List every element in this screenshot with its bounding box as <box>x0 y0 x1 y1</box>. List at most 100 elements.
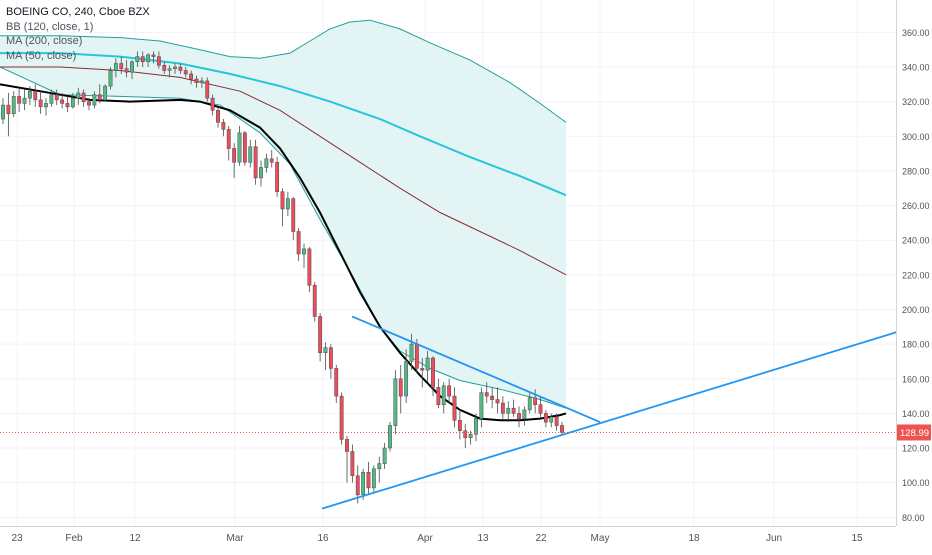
candle-body[interactable] <box>81 92 86 102</box>
candle-body[interactable] <box>495 399 500 404</box>
candle-body[interactable] <box>280 191 285 210</box>
candle-body[interactable] <box>167 68 172 71</box>
candle-body[interactable] <box>377 463 382 470</box>
candle-body[interactable] <box>312 284 317 317</box>
candle-body[interactable] <box>27 90 32 99</box>
candle-body[interactable] <box>302 248 306 255</box>
candle-body[interactable] <box>130 61 134 73</box>
candle-body[interactable] <box>76 92 81 99</box>
candle-body[interactable] <box>199 80 204 83</box>
descending-trendline[interactable] <box>351 315 601 423</box>
candle-body[interactable] <box>87 101 91 106</box>
candle-body[interactable] <box>226 129 231 149</box>
candle-body[interactable] <box>468 433 473 438</box>
candle-body[interactable] <box>388 425 392 449</box>
legend-ma200[interactable]: MA (200, close) <box>6 35 83 47</box>
candle-body[interactable] <box>194 78 199 83</box>
candle-body[interactable] <box>350 451 355 476</box>
candle-body[interactable] <box>92 94 97 106</box>
legend-symbol[interactable]: BOEING CO, 240, Cboe BZX <box>6 6 150 18</box>
candle-body[interactable] <box>124 68 129 73</box>
candle-body[interactable] <box>511 407 516 414</box>
candle-body[interactable] <box>11 96 16 114</box>
candle-body[interactable] <box>517 413 521 419</box>
candle-body[interactable] <box>253 146 258 179</box>
candle-body[interactable] <box>60 99 65 104</box>
candle-body[interactable] <box>371 468 376 489</box>
candle-body[interactable] <box>259 167 263 179</box>
candle-body[interactable] <box>162 65 167 71</box>
candle-body[interactable] <box>506 407 511 414</box>
candle-body[interactable] <box>484 392 489 397</box>
candle-body[interactable] <box>543 413 548 423</box>
candle-body[interactable] <box>216 110 220 123</box>
candle-body[interactable] <box>404 361 409 397</box>
candle-body[interactable] <box>140 56 145 63</box>
candle-body[interactable] <box>242 132 247 163</box>
candle-body[interactable] <box>334 368 339 397</box>
candle-body[interactable] <box>393 378 398 426</box>
candle-body[interactable] <box>361 472 366 496</box>
candle-body[interactable] <box>409 343 414 362</box>
candle-body[interactable] <box>237 132 242 163</box>
candle-body[interactable] <box>22 97 27 104</box>
candle-body[interactable] <box>44 103 48 108</box>
candle-body[interactable] <box>522 409 527 419</box>
candle-body[interactable] <box>151 54 156 57</box>
candle-body[interactable] <box>156 56 161 66</box>
candle-body[interactable] <box>436 387 441 405</box>
candle-body[interactable] <box>452 395 457 421</box>
candle-body[interactable] <box>183 70 188 75</box>
candle-body[interactable] <box>398 378 403 397</box>
legend-ma50[interactable]: MA (50, close) <box>6 49 77 62</box>
legend-bollinger[interactable]: BB (120, close, 1) <box>6 20 94 33</box>
candle-body[interactable] <box>425 357 430 371</box>
candle-body[interactable] <box>414 343 419 369</box>
candle-body[interactable] <box>6 104 11 115</box>
candle-body[interactable] <box>173 66 177 69</box>
candle-body[interactable] <box>97 94 102 101</box>
candle-body[interactable] <box>49 94 54 104</box>
candle-body[interactable] <box>108 70 113 87</box>
candle-body[interactable] <box>420 368 425 371</box>
candle-body[interactable] <box>560 425 564 433</box>
candle-body[interactable] <box>549 416 554 423</box>
candle-body[interactable] <box>113 63 118 71</box>
ascending-trendline[interactable] <box>321 331 898 510</box>
candle-body[interactable] <box>441 385 446 406</box>
candle-body[interactable] <box>527 397 532 411</box>
candle-body[interactable] <box>500 402 505 414</box>
candle-body[interactable] <box>285 198 290 210</box>
candle-body[interactable] <box>103 85 108 101</box>
candle-body[interactable] <box>457 420 462 431</box>
candle-body[interactable] <box>490 395 495 400</box>
candle-body[interactable] <box>538 404 543 414</box>
candle-body[interactable] <box>178 66 183 71</box>
candle-body[interactable] <box>323 347 328 354</box>
candle-body[interactable] <box>248 146 253 163</box>
candle-body[interactable] <box>119 63 124 69</box>
candle-body[interactable] <box>533 397 538 405</box>
candle-body[interactable] <box>275 162 280 192</box>
candle-body[interactable] <box>33 90 38 101</box>
candle-body[interactable] <box>54 94 59 101</box>
candle-body[interactable] <box>269 158 274 163</box>
candle-body[interactable] <box>291 198 296 232</box>
candle-body[interactable] <box>307 248 312 286</box>
candle-body[interactable] <box>382 447 387 464</box>
candle-body[interactable] <box>447 385 452 397</box>
candle-body[interactable] <box>70 97 75 108</box>
candle-body[interactable] <box>221 122 226 130</box>
candle-body[interactable] <box>146 54 151 63</box>
candle-body[interactable] <box>554 416 559 426</box>
candle-body[interactable] <box>339 395 344 440</box>
candle-body[interactable] <box>17 96 22 104</box>
candle-body[interactable] <box>318 316 323 354</box>
candle-body[interactable] <box>264 158 269 168</box>
candle-body[interactable] <box>479 392 484 419</box>
candle-body[interactable] <box>189 73 194 80</box>
candle-body[interactable] <box>65 103 70 108</box>
candle-body[interactable] <box>296 231 301 255</box>
